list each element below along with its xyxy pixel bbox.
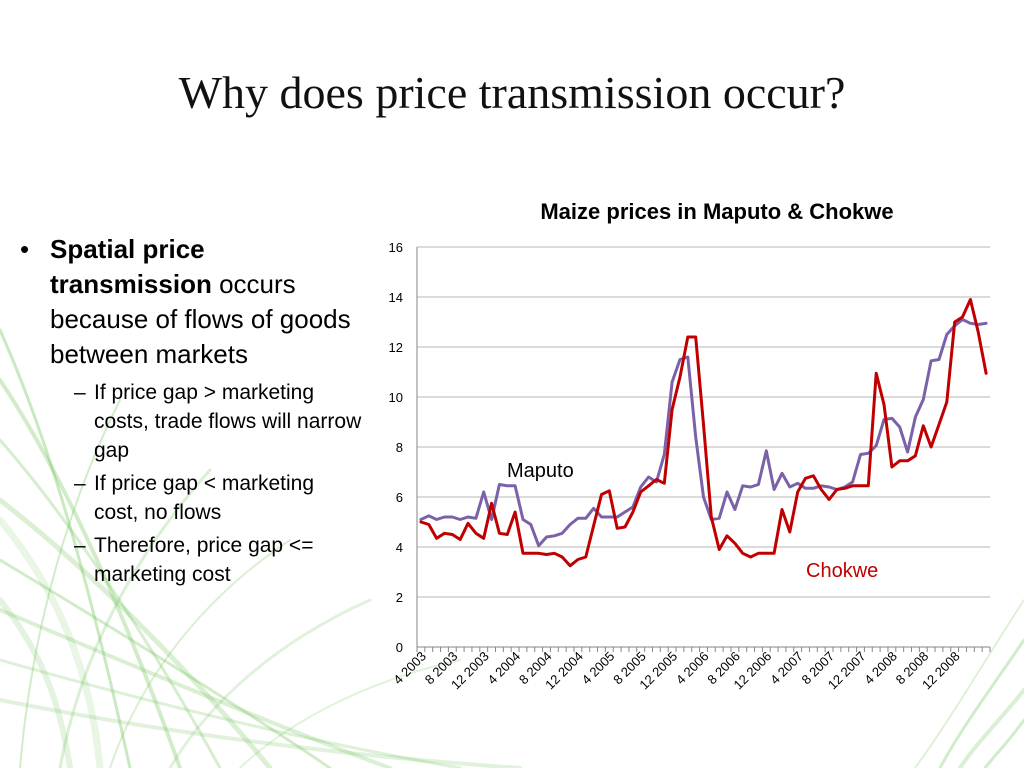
y-tick-label: 0 xyxy=(396,640,403,655)
series-line-chokwe xyxy=(419,298,988,568)
y-tick-label: 8 xyxy=(396,440,403,455)
y-tick-label: 6 xyxy=(396,490,403,505)
y-tick-label: 10 xyxy=(389,390,403,405)
series-line-maputo xyxy=(419,318,988,548)
sub-bullet-text: Therefore, price gap <= marketing cost xyxy=(94,534,314,586)
y-tick-label: 4 xyxy=(396,540,403,555)
y-tick-label: 12 xyxy=(389,340,403,355)
bullet-list: • Spatial price transmission occurs beca… xyxy=(14,232,364,593)
x-tick-label: 4 2007 xyxy=(767,649,806,688)
slide-title: Why does price transmission occur? xyxy=(178,67,846,118)
x-tick-label: 4 2004 xyxy=(485,649,524,688)
sub-bullet: – If price gap > marketing costs, trade … xyxy=(14,378,364,465)
series-annotation-chokwe: Chokwe xyxy=(806,560,878,582)
sub-bullet-text: If price gap < marketing cost, no flows xyxy=(94,472,315,524)
sub-bullet-dash: – xyxy=(74,472,86,495)
x-tick-label: 4 2006 xyxy=(673,649,712,688)
main-bullet-bold: Spatial price transmission xyxy=(50,234,212,299)
y-tick-label: 16 xyxy=(389,240,403,255)
sub-bullet-dash: – xyxy=(74,381,86,404)
bullet-dot: • xyxy=(20,234,30,264)
y-tick-label: 2 xyxy=(396,590,403,605)
series-annotation-maputo: Maputo xyxy=(507,460,574,482)
x-tick-label: 4 2008 xyxy=(861,649,900,688)
sub-bullet: – If price gap < marketing cost, no flow… xyxy=(14,469,364,527)
sub-bullet-dash: – xyxy=(74,534,86,557)
sub-bullet: – Therefore, price gap <= marketing cost xyxy=(14,531,364,589)
main-bullet: • Spatial price transmission occurs beca… xyxy=(14,232,364,372)
line-chart: Maize prices in Maputo & Chokwe 0 2 4 6 8 10 1… xyxy=(389,199,991,692)
main-bullet-text: occurs because of flows of goods between… xyxy=(50,269,351,369)
chart-title: Maize prices in Maputo & Chokwe xyxy=(540,199,893,224)
sub-bullet-list: – If price gap > marketing costs, trade … xyxy=(14,378,364,589)
price-chart: Maize prices in Maputo & Chokwe 0 2 4 6 8 10 1… xyxy=(360,190,1000,730)
sub-bullet-text: If price gap > marketing costs, trade fl… xyxy=(94,381,362,462)
y-tick-label: 14 xyxy=(389,290,403,305)
x-tick-label: 4 2005 xyxy=(579,649,618,688)
